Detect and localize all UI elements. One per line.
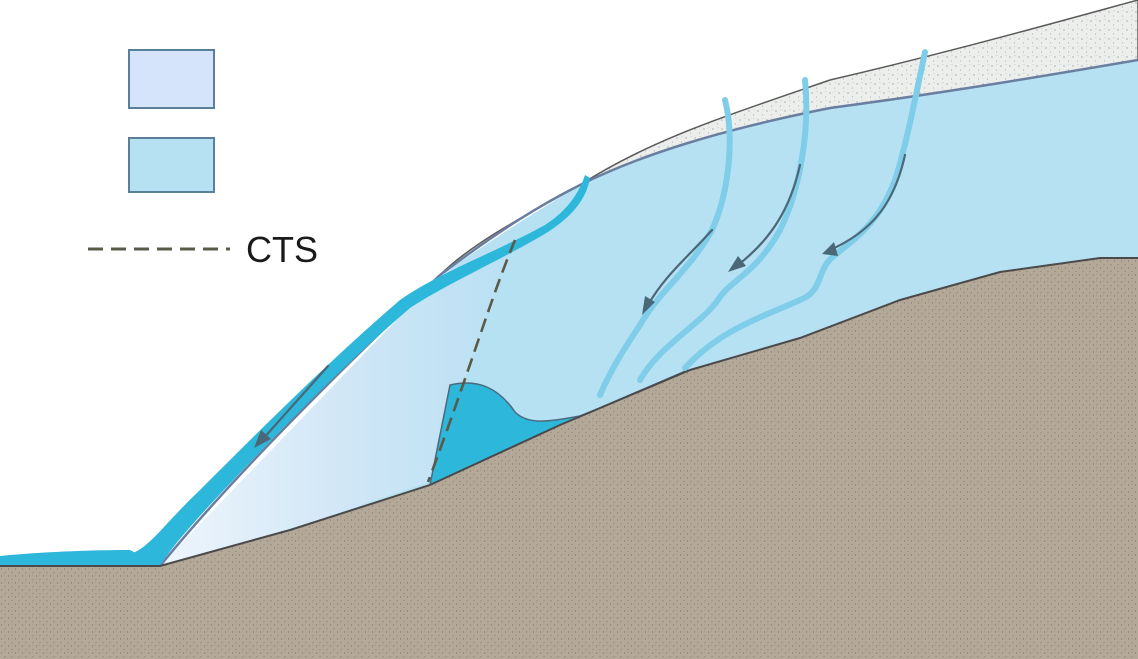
arrowhead-1: [642, 296, 655, 315]
supraglacial-meltwater: [128, 175, 590, 566]
arrowhead-2: [728, 256, 746, 272]
arrowhead-3: [822, 242, 838, 256]
legend-cts-label: CTS: [246, 229, 318, 270]
bedrock-surface-line: [0, 257, 1138, 567]
flow-arrow-2: [736, 163, 802, 267]
arrowhead-snout: [254, 430, 271, 448]
legend-swatch-cold-ice: [128, 49, 215, 109]
cts-boundary: [426, 239, 517, 483]
firn-ice-boundary: [439, 58, 1138, 277]
flow-arrow-3: [828, 153, 907, 252]
proglacial-water: [0, 550, 160, 566]
arrowheads: [254, 242, 838, 448]
water-flow-arrows: [260, 153, 907, 442]
legend-swatch-temperate-ice: [128, 137, 215, 193]
legend: CTS: [88, 49, 318, 270]
englacial-channel-1: [597, 97, 733, 398]
bedrock: [0, 258, 1138, 659]
englacial-channel-2: [637, 77, 810, 383]
snout-flow-arrow: [260, 364, 330, 442]
flow-arrow-1: [646, 228, 714, 307]
cold-ice-zone: [160, 240, 512, 566]
